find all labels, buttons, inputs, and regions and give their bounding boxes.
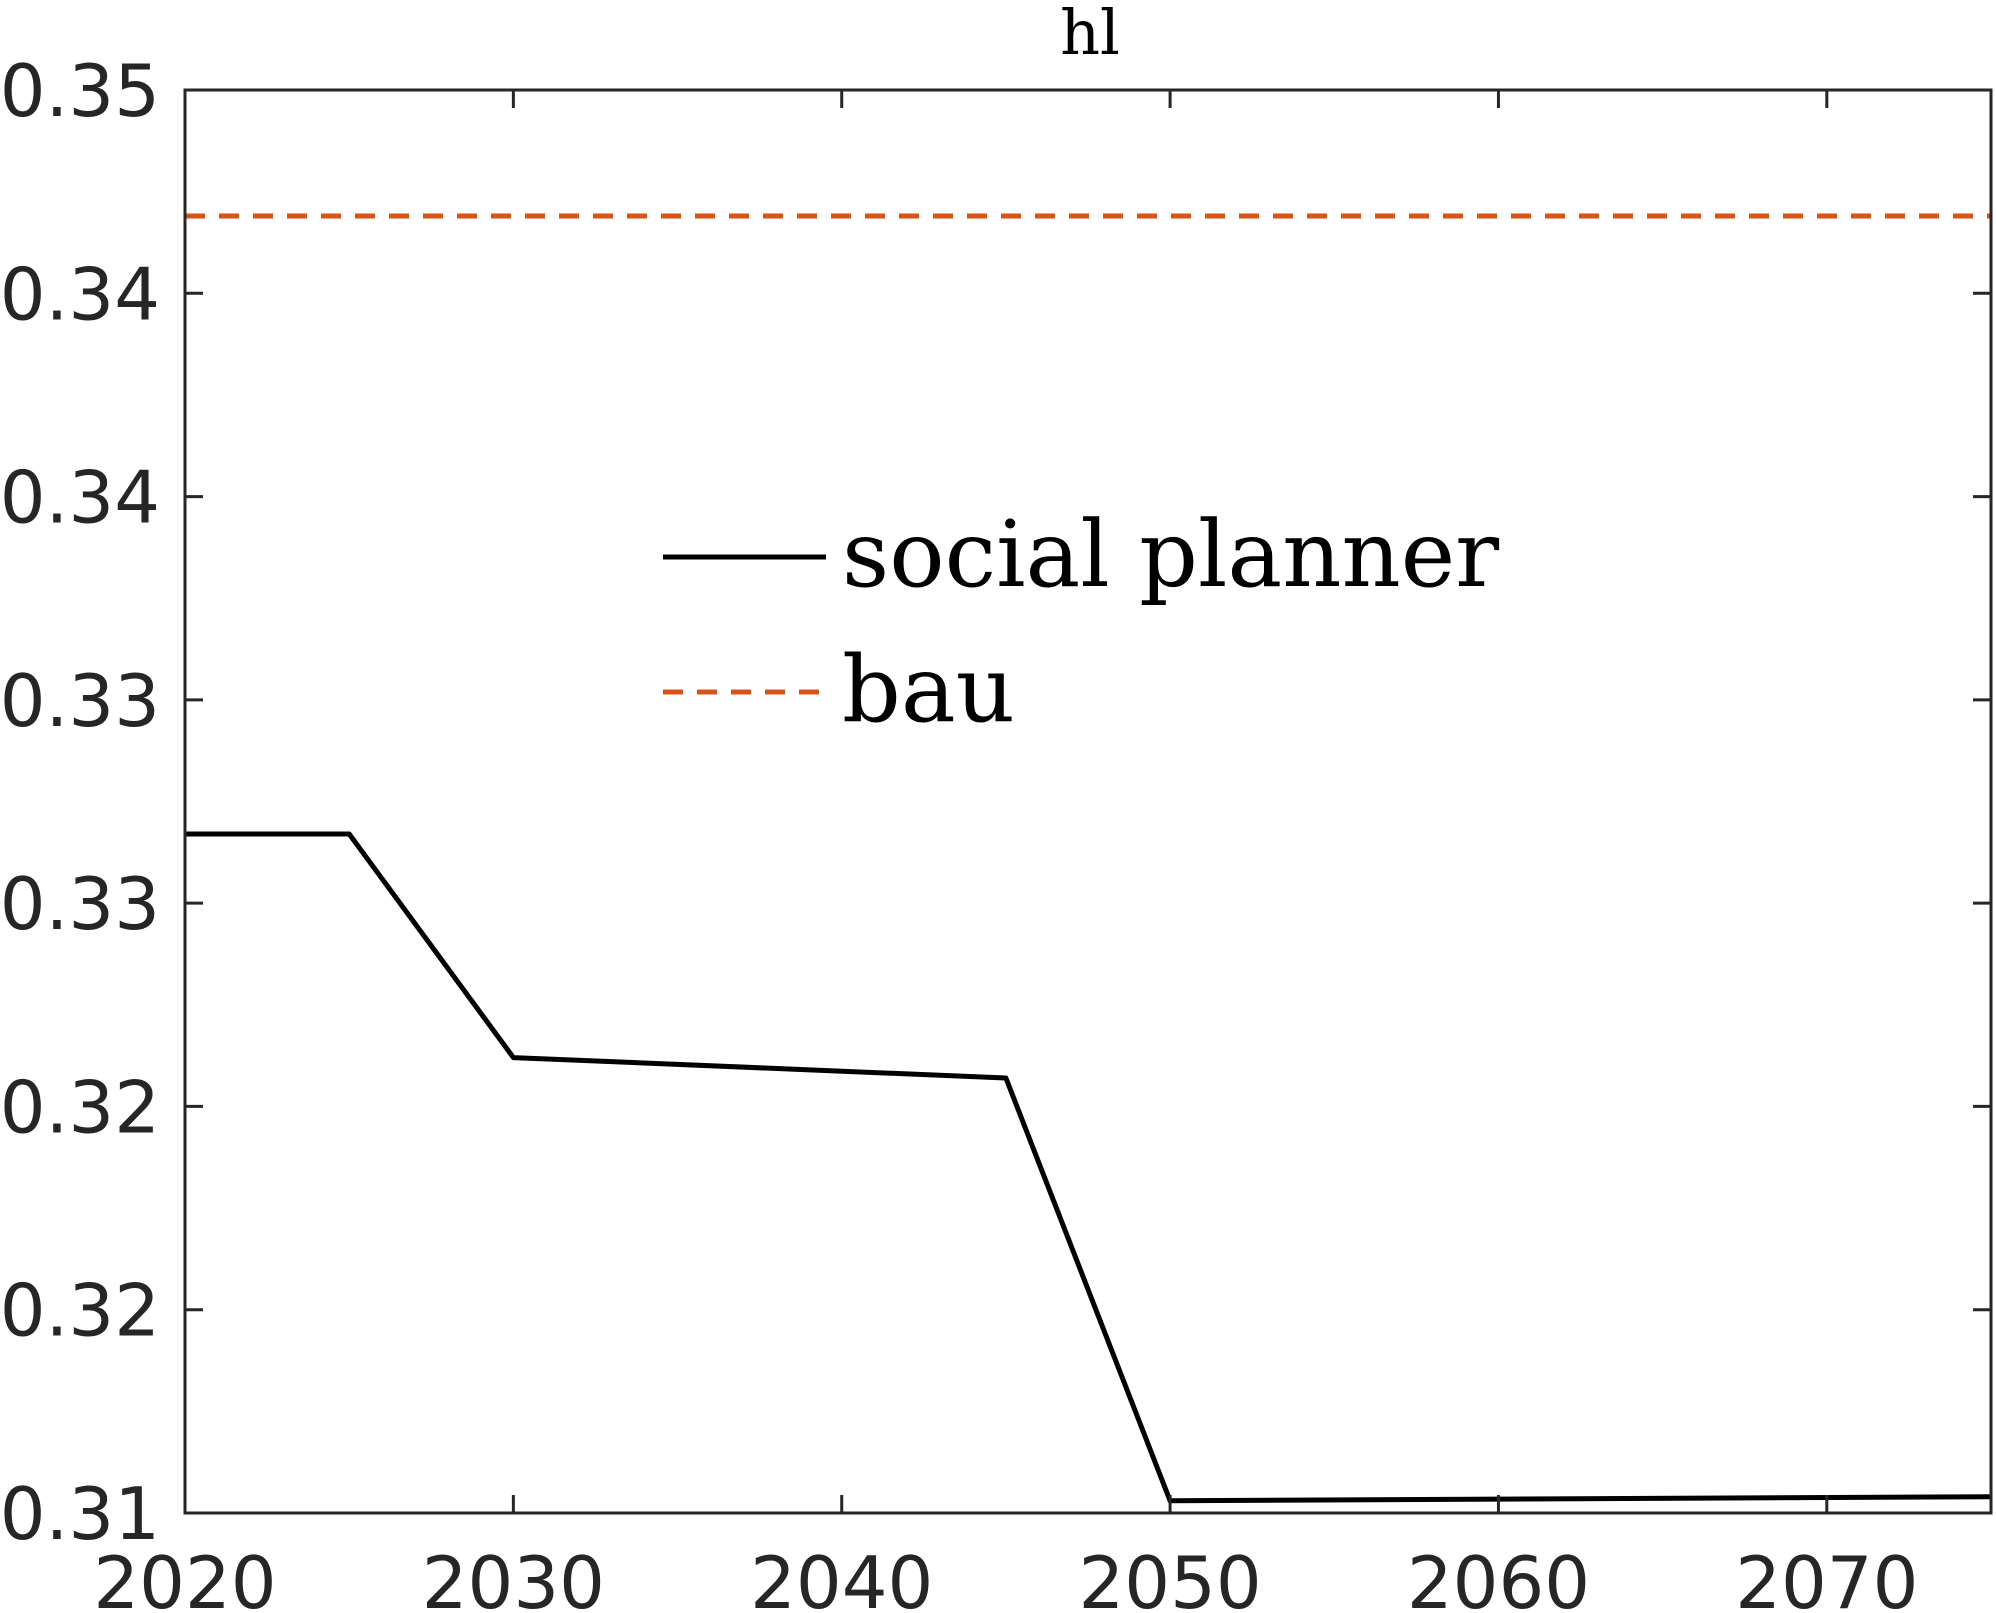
x-tick-label: 2070 [1735, 1541, 1918, 1613]
y-tick-label: 0.32 [0, 1065, 160, 1149]
series-layer [185, 213, 1992, 1504]
legend-label-bau: bau [842, 636, 1015, 743]
y-tick-label: 0.34 [0, 252, 160, 336]
y-tick-label: 0.31 [0, 1472, 160, 1556]
legend-box [655, 500, 1515, 740]
plot-area-frame [183, 88, 1993, 1515]
legend: social planner bau [655, 500, 1515, 743]
y-tick-label: 0.35 [0, 49, 160, 133]
y-tick-label: 0.33 [0, 659, 160, 743]
x-axis: 2020 2030 2040 2050 2060 2070 [93, 90, 1918, 1613]
x-tick-label: 2020 [93, 1541, 276, 1613]
y-tick-label: 0.32 [0, 1269, 160, 1353]
y-axis: 0.31 0.32 0.32 0.33 0.33 0.34 0.34 0.35 [0, 49, 1991, 1556]
y-tick-label: 0.34 [0, 456, 160, 540]
chart-title: hl [1060, 0, 1120, 69]
x-tick-label: 2040 [750, 1541, 933, 1613]
x-tick-label: 2030 [422, 1541, 605, 1613]
x-tick-label: 2060 [1407, 1541, 1590, 1613]
x-tick-label: 2050 [1078, 1541, 1261, 1613]
series-line-social-planner [185, 831, 1992, 1504]
legend-label-social-planner: social planner [842, 501, 1499, 608]
y-tick-label: 0.33 [0, 862, 160, 946]
